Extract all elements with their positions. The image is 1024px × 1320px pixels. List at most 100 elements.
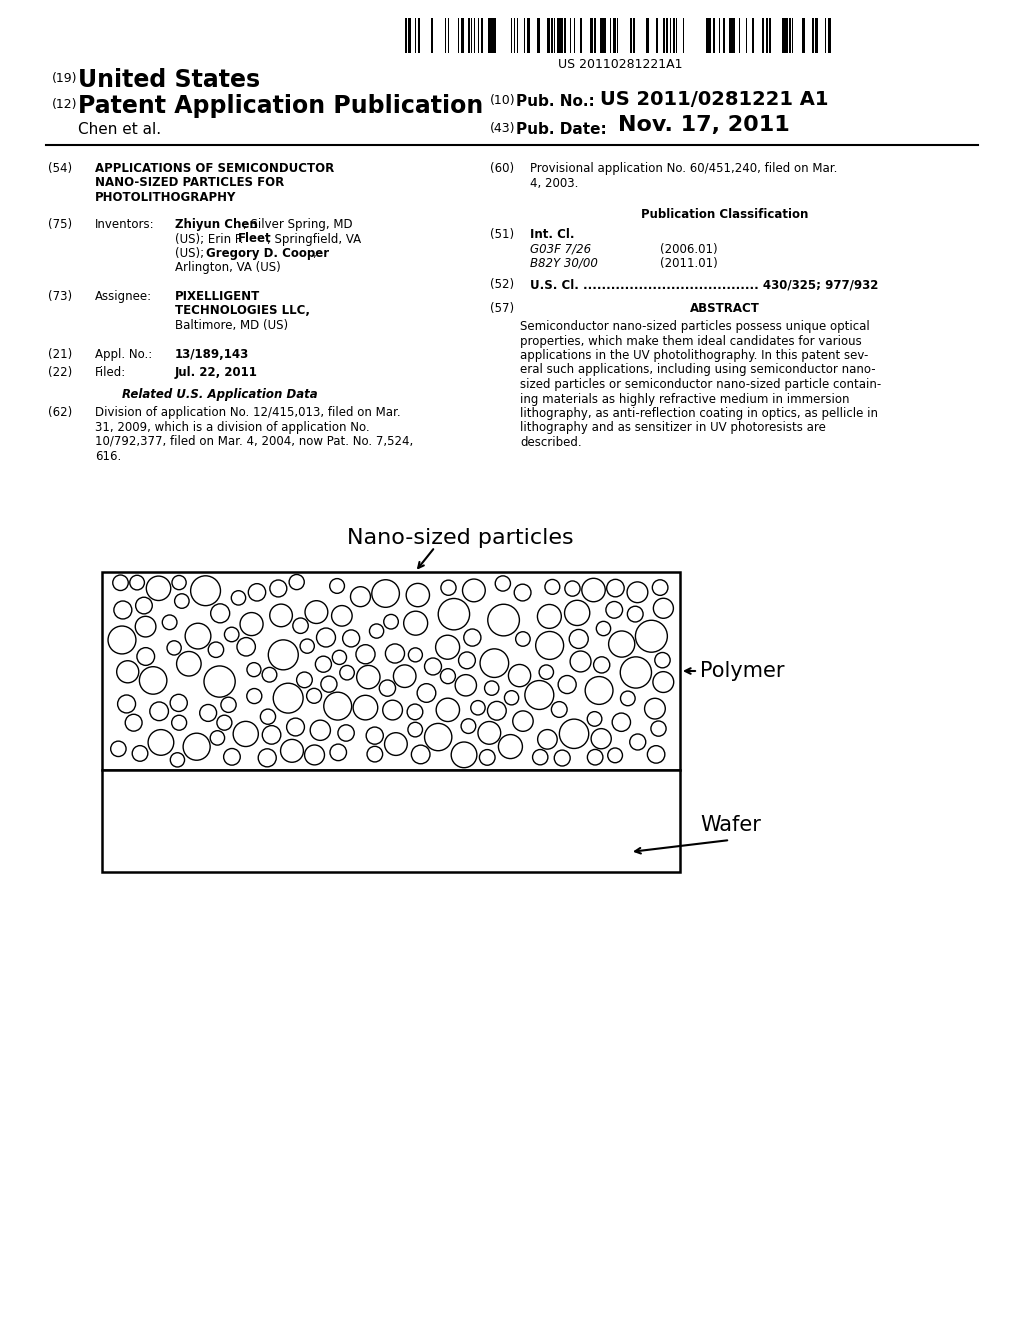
Circle shape	[538, 605, 561, 628]
Bar	[557, 18, 560, 53]
Circle shape	[248, 583, 265, 601]
Text: 4, 2003.: 4, 2003.	[530, 177, 579, 190]
Bar	[828, 18, 831, 53]
Circle shape	[471, 701, 485, 715]
Bar	[600, 18, 603, 53]
Circle shape	[137, 648, 155, 665]
Circle shape	[636, 620, 668, 652]
Text: (US); Erin F.: (US); Erin F.	[175, 232, 247, 246]
Text: PIXELLIGENT: PIXELLIGENT	[175, 290, 260, 304]
Circle shape	[455, 675, 476, 696]
Circle shape	[231, 590, 246, 605]
Circle shape	[185, 623, 211, 649]
Bar	[449, 18, 450, 53]
Text: U.S. Cl. ...................................... 430/325; 977/932: U.S. Cl. ...............................…	[530, 279, 879, 290]
Circle shape	[162, 615, 177, 630]
Circle shape	[385, 644, 404, 663]
Text: NANO-SIZED PARTICLES FOR: NANO-SIZED PARTICLES FOR	[95, 177, 285, 190]
Bar	[633, 18, 635, 53]
Bar	[481, 18, 482, 53]
Bar	[745, 18, 746, 53]
Bar	[573, 18, 575, 53]
Text: Assignee:: Assignee:	[95, 290, 153, 304]
Circle shape	[148, 730, 174, 755]
Circle shape	[621, 692, 635, 706]
Bar	[792, 18, 794, 53]
Circle shape	[409, 648, 423, 661]
Circle shape	[509, 664, 530, 686]
Circle shape	[240, 612, 263, 636]
Circle shape	[316, 628, 336, 647]
Circle shape	[350, 586, 371, 607]
Circle shape	[594, 657, 609, 673]
Circle shape	[464, 630, 481, 645]
Circle shape	[582, 578, 605, 602]
Circle shape	[393, 665, 416, 688]
Circle shape	[647, 746, 665, 763]
Circle shape	[545, 579, 560, 594]
Text: Polymer: Polymer	[700, 661, 784, 681]
Bar	[471, 18, 472, 53]
Bar	[825, 18, 826, 53]
Circle shape	[353, 696, 378, 719]
Circle shape	[269, 605, 293, 627]
Circle shape	[167, 640, 181, 655]
Text: Related U.S. Application Data: Related U.S. Application Data	[122, 388, 317, 401]
Circle shape	[461, 719, 476, 734]
Circle shape	[221, 697, 237, 713]
Text: sized particles or semiconductor nano-sized particle contain-: sized particles or semiconductor nano-si…	[520, 378, 882, 391]
Bar	[409, 18, 411, 53]
Circle shape	[289, 574, 304, 590]
Bar	[815, 18, 818, 53]
Bar	[713, 18, 715, 53]
Circle shape	[297, 672, 312, 688]
Text: (10): (10)	[490, 94, 516, 107]
Text: (52): (52)	[490, 279, 514, 290]
Circle shape	[118, 696, 135, 713]
Text: Chen et al.: Chen et al.	[78, 121, 161, 137]
Bar	[729, 18, 731, 53]
Circle shape	[653, 672, 674, 693]
Circle shape	[621, 657, 651, 688]
Text: applications in the UV photolithography. In this patent sev-: applications in the UV photolithography.…	[520, 348, 868, 362]
Bar	[710, 18, 711, 53]
Text: Jul. 22, 2011: Jul. 22, 2011	[175, 366, 258, 379]
Text: Int. Cl.: Int. Cl.	[530, 228, 574, 242]
Circle shape	[440, 669, 456, 684]
Bar	[406, 18, 407, 53]
Circle shape	[525, 681, 554, 709]
Circle shape	[565, 581, 580, 597]
Text: B82Y 30/00: B82Y 30/00	[530, 257, 598, 271]
Circle shape	[367, 727, 383, 744]
Circle shape	[281, 739, 303, 762]
Circle shape	[210, 731, 224, 744]
Circle shape	[330, 578, 344, 594]
Circle shape	[564, 601, 590, 626]
Circle shape	[505, 690, 519, 705]
Bar	[594, 18, 596, 53]
Text: 10/792,377, filed on Mar. 4, 2004, now Pat. No. 7,524,: 10/792,377, filed on Mar. 4, 2004, now P…	[95, 436, 414, 447]
Circle shape	[114, 601, 132, 619]
Circle shape	[585, 677, 613, 705]
Text: Zhiyun Chen: Zhiyun Chen	[175, 218, 258, 231]
Text: (54): (54)	[48, 162, 72, 176]
Text: Appl. No.:: Appl. No.:	[95, 348, 153, 360]
Text: described.: described.	[520, 436, 582, 449]
Bar	[630, 18, 632, 53]
Bar	[802, 18, 805, 53]
Circle shape	[233, 721, 258, 747]
Circle shape	[139, 667, 167, 694]
Text: (US);: (US);	[175, 247, 208, 260]
Circle shape	[596, 622, 610, 636]
Circle shape	[370, 624, 384, 638]
Bar	[706, 18, 709, 53]
Circle shape	[644, 698, 666, 719]
Circle shape	[484, 681, 499, 696]
Text: Publication Classification: Publication Classification	[641, 209, 809, 220]
Bar	[511, 18, 512, 53]
Text: eral such applications, including using semiconductor nano-: eral such applications, including using …	[520, 363, 876, 376]
Bar	[766, 18, 768, 53]
Bar	[788, 18, 791, 53]
Bar	[603, 18, 606, 53]
Circle shape	[606, 602, 623, 618]
